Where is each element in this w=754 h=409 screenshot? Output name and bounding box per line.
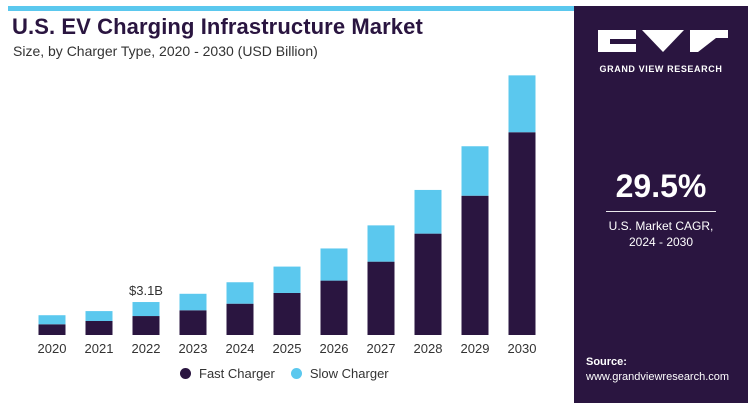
bar-fast-charger-2022 xyxy=(132,316,160,335)
cagr-label-line1: U.S. Market CAGR, xyxy=(608,219,714,233)
x-tick-label-2027: 2027 xyxy=(367,341,396,356)
legend-swatch-fast xyxy=(180,368,191,379)
bar-slow-charger-2024 xyxy=(226,282,254,304)
bar-slow-charger-2021 xyxy=(85,311,113,321)
sidebar-panel: GRAND VIEW RESEARCH 29.5% U.S. Market CA… xyxy=(574,6,748,403)
bar-slow-charger-2022 xyxy=(132,302,160,317)
data-label-2022: $3.1B xyxy=(129,283,163,298)
bar-fast-charger-2024 xyxy=(226,303,254,335)
bar-fast-charger-2023 xyxy=(179,310,207,335)
cagr-value: 29.5% xyxy=(615,168,707,204)
stacked-bar-chart: 2020 2021 2022 2023 2024 2025 2026 2027 2028 2029… xyxy=(38,75,537,356)
chart-subtitle: Size, by Charger Type, 2020 - 2030 (USD … xyxy=(13,43,318,59)
chart-legend: Fast Charger Slow Charger xyxy=(180,366,389,381)
bar-fast-charger-2027 xyxy=(367,261,395,335)
bar-fast-charger-2026 xyxy=(320,280,348,335)
bar-slow-charger-2029 xyxy=(461,146,489,196)
cagr-divider xyxy=(606,211,716,212)
legend-item-fast: Fast Charger xyxy=(180,366,275,381)
bar-slow-charger-2026 xyxy=(320,248,348,281)
bar-fast-charger-2025 xyxy=(273,292,301,335)
bar-fast-charger-2020 xyxy=(38,324,66,335)
x-tick-label-2029: 2029 xyxy=(461,341,490,356)
x-tick-label-2026: 2026 xyxy=(320,341,349,356)
bar-fast-charger-2029 xyxy=(461,195,489,335)
bar-fast-charger-2028 xyxy=(414,233,442,335)
legend-label-fast: Fast Charger xyxy=(199,366,275,381)
bar-slow-charger-2027 xyxy=(367,225,395,262)
bar-slow-charger-2025 xyxy=(273,266,301,293)
chart-title: U.S. EV Charging Infrastructure Market xyxy=(12,14,423,39)
source-label: Source: xyxy=(586,356,627,368)
x-tick-label-2024: 2024 xyxy=(226,341,255,356)
x-tick-label-2030: 2030 xyxy=(508,341,537,356)
x-tick-label-2025: 2025 xyxy=(273,341,302,356)
x-tick-label-2020: 2020 xyxy=(38,341,67,356)
legend-swatch-slow xyxy=(290,368,302,379)
bar-fast-charger-2021 xyxy=(85,320,113,335)
x-tick-label-2022: 2022 xyxy=(132,341,161,356)
x-tick-label-2028: 2028 xyxy=(414,341,443,356)
cagr-label-line2: 2024 - 2030 xyxy=(628,235,694,249)
bar-slow-charger-2020 xyxy=(38,315,66,325)
brand-name: GRAND VIEW RESEARCH xyxy=(599,64,723,74)
cagr-label: U.S. Market CAGR, 2024 - 2030 xyxy=(574,218,748,250)
bar-slow-charger-2028 xyxy=(414,189,442,234)
legend-item-slow: Slow Charger xyxy=(290,366,389,381)
source-url[interactable]: www.grandviewresearch.com xyxy=(586,371,730,383)
bar-slow-charger-2023 xyxy=(179,293,207,311)
bar-slow-charger-2030 xyxy=(508,75,536,133)
x-tick-label-2023: 2023 xyxy=(179,341,208,356)
x-tick-label-2021: 2021 xyxy=(85,341,114,356)
legend-label-slow: Slow Charger xyxy=(309,366,389,381)
grand-view-research-logo-icon xyxy=(598,30,728,52)
bar-fast-charger-2030 xyxy=(508,132,536,335)
